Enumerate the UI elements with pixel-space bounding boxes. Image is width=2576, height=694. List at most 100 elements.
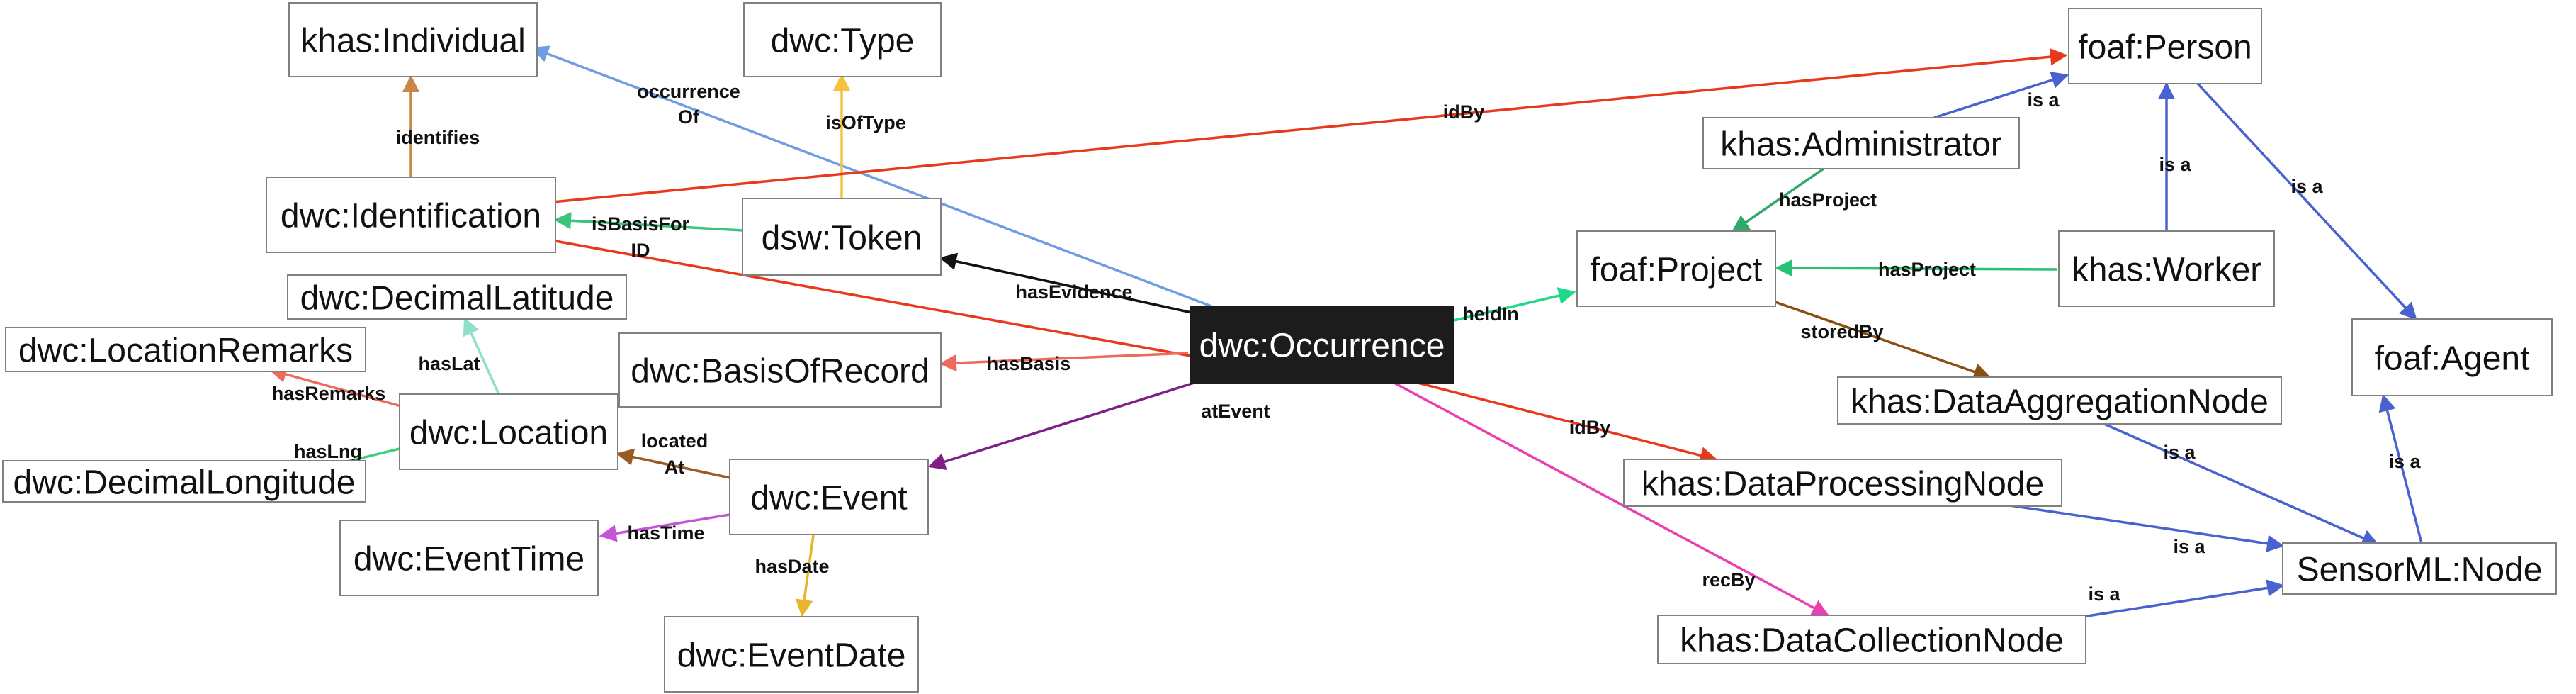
- node-khas-administrator[interactable]: khas:Administrator: [1702, 117, 2020, 169]
- node-khas-data-collection-node[interactable]: khas:DataCollectionNode: [1657, 615, 2086, 664]
- edge-admin-has-project: [1731, 167, 1824, 233]
- edge-sensorml-is-a: [2378, 393, 2423, 544]
- edge-worker-has-project: [1775, 259, 2058, 277]
- node-dwc-location-remarks[interactable]: dwc:LocationRemarks: [5, 327, 366, 372]
- label-held-in: heldIn: [1462, 303, 1519, 325]
- node-khas-individual[interactable]: khas:Individual: [288, 2, 538, 77]
- node-dsw-token-label: dsw:Token: [762, 220, 922, 257]
- label-is-basis-for-line2: ID: [631, 240, 650, 261]
- edge-collection-is-a: [2082, 579, 2285, 618]
- node-dwc-type-label: dwc:Type: [771, 23, 915, 60]
- label-identifies: identifies: [396, 127, 480, 148]
- label-has-evidence: hasEvidence: [1015, 281, 1132, 303]
- node-foaf-project-label: foaf:Project: [1591, 252, 1763, 289]
- label-is-basis-for-line1: isBasisFor: [592, 213, 690, 235]
- edge-processing-is-a: [2004, 503, 2285, 552]
- edge-has-date: [795, 535, 815, 617]
- node-foaf-person-label: foaf:Person: [2078, 29, 2252, 67]
- label-is-of-type: isOfType: [825, 112, 906, 133]
- label-located-at-line2: At: [665, 457, 685, 478]
- label-at-event: atEvent: [1201, 401, 1270, 422]
- edge-has-basis: [939, 352, 1189, 372]
- node-sensorml-node[interactable]: SensorML:Node: [2282, 542, 2557, 595]
- label-admin-is-a: is a: [2027, 89, 2060, 111]
- node-khas-worker[interactable]: khas:Worker: [2058, 230, 2275, 307]
- node-dsw-token[interactable]: dsw:Token: [742, 198, 942, 276]
- node-dwc-decimal-latitude-label: dwc:DecimalLatitude: [300, 280, 614, 318]
- node-dwc-event[interactable]: dwc:Event: [729, 459, 929, 535]
- node-dwc-event-time-label: dwc:EventTime: [354, 541, 584, 578]
- edge-id-by-person: [552, 47, 2068, 203]
- label-located-at-line1: located: [641, 430, 708, 452]
- node-dwc-location[interactable]: dwc:Location: [399, 393, 618, 470]
- node-dwc-occurrence[interactable]: dwc:Occurrence: [1190, 306, 1454, 384]
- node-foaf-agent[interactable]: foaf:Agent: [2351, 318, 2553, 396]
- label-worker-is-a: is a: [2159, 154, 2191, 175]
- edge-has-remarks: [269, 366, 402, 408]
- label-has-lng: hasLng: [294, 441, 362, 462]
- node-dwc-basis-of-record[interactable]: dwc:BasisOfRecord: [618, 332, 942, 408]
- edge-aggregation-is-a: [2103, 422, 2380, 547]
- label-id-by-person: idBy: [1443, 101, 1485, 123]
- edge-rec-by: [1391, 380, 1830, 617]
- node-dwc-type[interactable]: dwc:Type: [743, 2, 942, 77]
- node-khas-data-aggregation-node-label: khas:DataAggregationNode: [1851, 384, 2269, 421]
- label-processing-is-a: is a: [2173, 536, 2205, 557]
- label-has-basis: hasBasis: [987, 353, 1071, 374]
- edge-id-by-processing: [1395, 376, 1718, 464]
- edges: [269, 45, 2423, 618]
- node-dwc-basis-of-record-label: dwc:BasisOfRecord: [631, 353, 929, 391]
- label-has-remarks: hasRemarks: [272, 383, 386, 404]
- node-khas-administrator-label: khas:Administrator: [1720, 126, 2001, 164]
- node-dwc-identification-label: dwc:Identification: [281, 198, 541, 235]
- edge-person-is-a: [2196, 82, 2417, 320]
- node-khas-data-processing-node-label: khas:DataProcessingNode: [1642, 466, 2044, 503]
- label-collection-is-a: is a: [2088, 583, 2120, 605]
- edge-occurrence-of: [531, 45, 1212, 308]
- label-occurrence-of-line1: occurrence: [637, 81, 740, 102]
- node-dwc-event-time[interactable]: dwc:EventTime: [339, 520, 599, 596]
- node-khas-data-processing-node[interactable]: khas:DataProcessingNode: [1623, 459, 2062, 507]
- label-id-by-processing: idBy: [1569, 417, 1611, 438]
- label-worker-has-project: hasProject: [1878, 259, 1976, 280]
- edge-located-at: [616, 448, 730, 479]
- edge-stored-by: [1770, 299, 1992, 381]
- edge-has-lat: [463, 317, 500, 395]
- node-foaf-person[interactable]: foaf:Person: [2068, 8, 2262, 84]
- edge-labels: occurrence Of isOfType idBy identifies i…: [272, 81, 2422, 605]
- node-dwc-decimal-longitude[interactable]: dwc:DecimalLongitude: [2, 460, 366, 503]
- node-dwc-event-label: dwc:Event: [750, 480, 907, 517]
- label-sensorml-is-a: is a: [2388, 451, 2421, 472]
- label-rec-by: recBy: [1702, 569, 1755, 591]
- label-has-lat: hasLat: [418, 353, 480, 374]
- edge-has-evidence: [939, 252, 1192, 314]
- node-dwc-decimal-latitude[interactable]: dwc:DecimalLatitude: [287, 274, 627, 320]
- node-dwc-identification[interactable]: dwc:Identification: [266, 177, 556, 253]
- node-foaf-agent-label: foaf:Agent: [2375, 340, 2530, 378]
- edge-is-basis-for-id: [553, 212, 743, 232]
- node-foaf-project[interactable]: foaf:Project: [1576, 230, 1776, 307]
- label-has-time: hasTime: [627, 522, 704, 544]
- label-has-date: hasDate: [755, 556, 829, 577]
- edge-at-event: [927, 380, 1199, 471]
- label-admin-has-project: hasProject: [1779, 189, 1877, 211]
- node-dwc-occurrence-label: dwc:Occurrence: [1199, 328, 1445, 365]
- label-stored-by: storedBy: [1800, 321, 1883, 342]
- edge-identification-to-occurrence: [555, 240, 1191, 357]
- edge-admin-is-a: [1933, 72, 2069, 119]
- node-khas-worker-label: khas:Worker: [2072, 252, 2262, 289]
- node-dwc-location-remarks-label: dwc:LocationRemarks: [18, 332, 353, 370]
- node-dwc-decimal-longitude-label: dwc:DecimalLongitude: [13, 464, 356, 502]
- edge-has-lng: [346, 447, 400, 463]
- node-khas-individual-label: khas:Individual: [300, 23, 526, 60]
- label-aggregation-is-a: is a: [2163, 442, 2196, 463]
- node-dwc-event-date[interactable]: dwc:EventDate: [664, 616, 919, 693]
- label-person-is-a: is a: [2290, 176, 2323, 197]
- label-occurrence-of-line2: Of: [678, 106, 700, 128]
- node-khas-data-aggregation-node[interactable]: khas:DataAggregationNode: [1837, 376, 2282, 425]
- node-dwc-event-date-label: dwc:EventDate: [677, 637, 906, 675]
- edge-held-in: [1453, 287, 1576, 322]
- node-khas-data-collection-node-label: khas:DataCollectionNode: [1680, 622, 2064, 660]
